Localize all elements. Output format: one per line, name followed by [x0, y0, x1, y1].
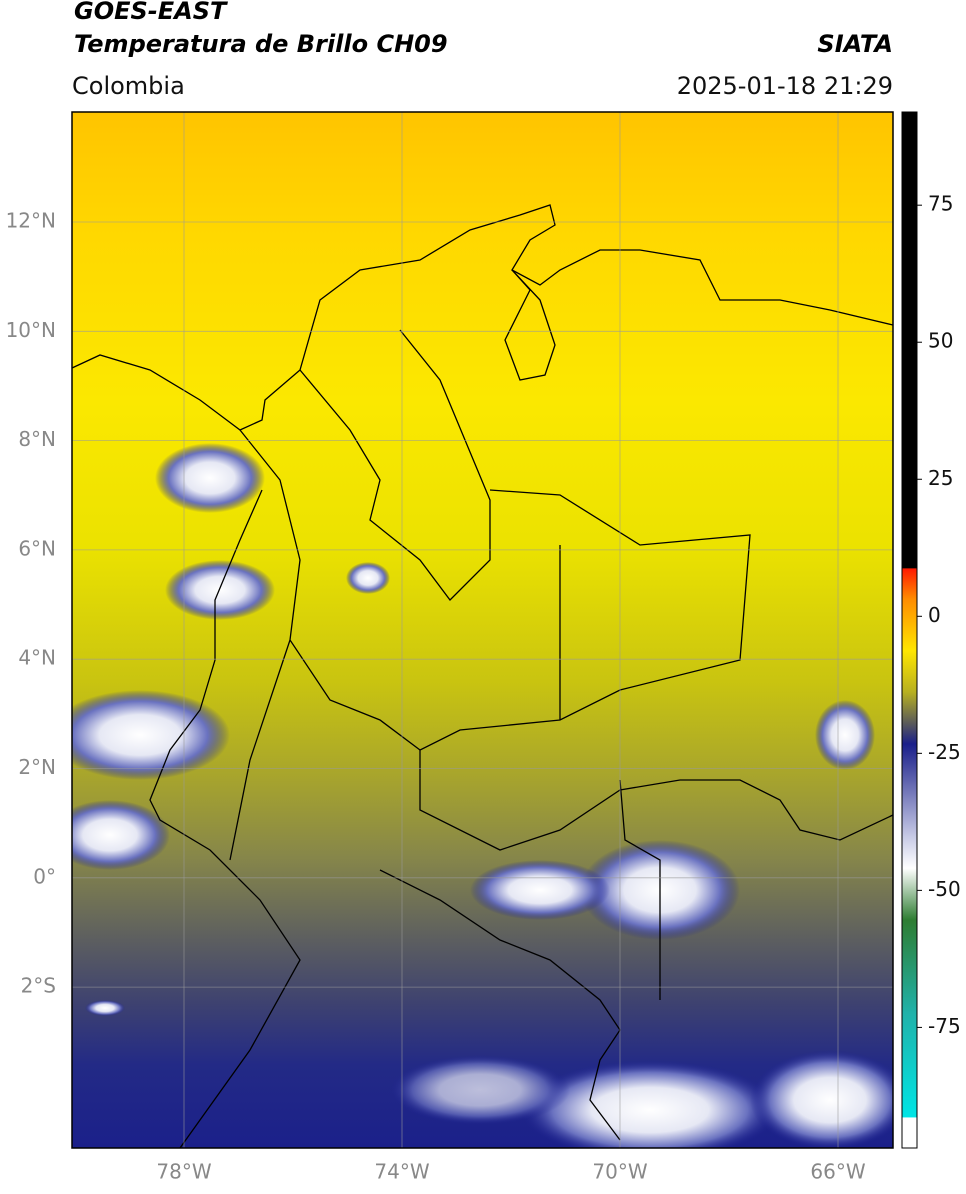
- colorbar-tick-label: 0: [928, 603, 941, 627]
- colorbar: [901, 111, 918, 1149]
- lon-tick-label: 78°W: [156, 1160, 211, 1184]
- lat-tick-label: 0°: [33, 864, 56, 888]
- colorbar-tick-label: 25: [928, 466, 953, 490]
- lat-tick-label: 2°S: [21, 974, 56, 998]
- datetime: 2025-01-18 21:29: [677, 72, 893, 100]
- lat-tick-label: 4°N: [18, 646, 56, 670]
- lon-tick-label: 74°W: [374, 1160, 429, 1184]
- satellite-image: [72, 112, 893, 1148]
- lat-tick-label: 10°N: [6, 318, 56, 342]
- graticule: [72, 112, 893, 1148]
- colorbar-tick-label: 75: [928, 192, 953, 216]
- product: GOES-EAST: [74, 0, 228, 25]
- lat-tick-label: 12°N: [6, 209, 56, 233]
- source: SIATA: [817, 30, 893, 58]
- region: Colombia: [72, 72, 185, 100]
- lat-tick-label: 2°N: [18, 755, 56, 779]
- colorbar-tick-label: -50: [928, 877, 961, 901]
- colorbar-tick-label: -25: [928, 740, 961, 764]
- lon-tick-label: 66°W: [810, 1160, 865, 1184]
- lat-tick-label: 6°N: [18, 536, 56, 560]
- map-frame: [71, 111, 894, 1149]
- colorbar-tick-label: 50: [928, 329, 953, 353]
- colorbar-tick-label: -75: [928, 1014, 961, 1038]
- title: Temperatura de Brillo CH09: [74, 30, 448, 58]
- lat-tick-label: 8°N: [18, 427, 56, 451]
- lon-tick-label: 70°W: [592, 1160, 647, 1184]
